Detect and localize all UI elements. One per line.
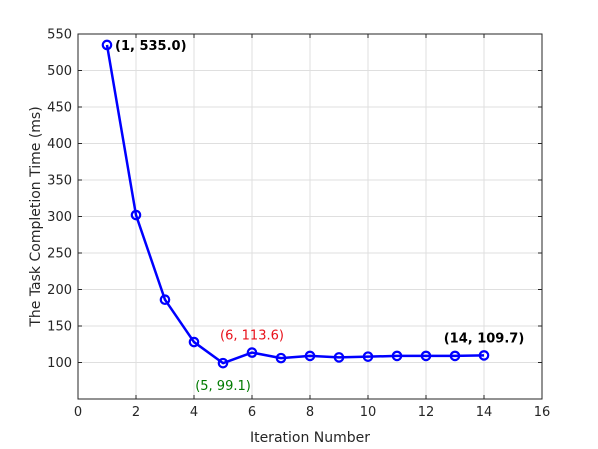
- x-tick-label: 16: [534, 405, 551, 420]
- axes: 0 2 4 6 8 10 12 14 16 100 150 200 250 300 350 400 450 500…: [47, 28, 550, 421]
- data-point-marker: [217, 357, 229, 369]
- data-annotation-label: (5, 99.1): [195, 379, 251, 394]
- y-tick-label: 150: [47, 320, 72, 335]
- y-tick-label: 550: [47, 28, 72, 43]
- x-tick-label: 10: [360, 405, 377, 420]
- series-line: [105, 44, 485, 365]
- y-tick-label: 500: [47, 64, 72, 79]
- data-point-marker: [478, 350, 490, 361]
- x-tick-label: 14: [476, 405, 493, 420]
- x-tick-label: 2: [132, 405, 140, 420]
- data-point-marker: [420, 350, 432, 362]
- x-tick-label: 6: [248, 405, 256, 420]
- series-layer: [101, 39, 490, 369]
- y-tick-label: 450: [47, 101, 72, 116]
- data-point-marker: [449, 350, 461, 362]
- y-tick-label: 200: [47, 283, 72, 298]
- data-point-marker: [304, 350, 316, 362]
- y-tick-label: 250: [47, 247, 72, 262]
- data-point-marker: [130, 209, 142, 221]
- data-annotation-label: (6, 113.6): [220, 329, 284, 344]
- data-annotation-label: (14, 109.7): [444, 331, 525, 346]
- y-tick-label: 300: [47, 210, 72, 225]
- data-point-marker: [101, 39, 113, 51]
- x-axis-title: Iteration Number: [250, 430, 370, 446]
- y-tick-label: 400: [47, 137, 72, 152]
- grid-layer: [77, 33, 543, 399]
- data-point-marker: [275, 352, 287, 364]
- x-tick-label: 8: [306, 405, 314, 420]
- data-point-marker: [391, 350, 403, 362]
- data-point-marker: [188, 336, 200, 348]
- data-point-marker: [159, 294, 171, 306]
- y-tick-label: 100: [47, 356, 72, 371]
- x-tick-label: 0: [74, 405, 82, 420]
- annotation-layer: (1, 535.0) (6, 113.6) (5, 99.1) (14, 109.7): [115, 39, 524, 394]
- data-point-marker: [246, 347, 258, 358]
- data-annotation-label: (1, 535.0): [115, 39, 187, 54]
- x-tick-label: 4: [190, 405, 198, 420]
- data-point-marker: [333, 352, 345, 363]
- y-axis-title: The Task Completion Time (ms): [28, 106, 44, 327]
- data-point-marker: [362, 351, 374, 362]
- x-tick-label: 12: [418, 405, 435, 420]
- y-tick-label: 350: [47, 174, 72, 189]
